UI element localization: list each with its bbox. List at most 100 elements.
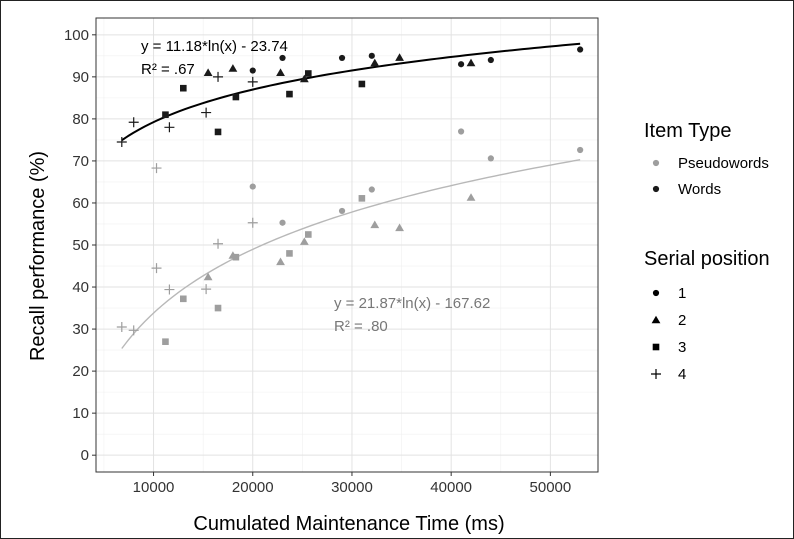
pseudowords-fit-equation: y = 21.87*ln(x) - 167.62 [334, 295, 490, 312]
words-point-pos2 [299, 74, 309, 83]
pseudowords-point-pos4 [116, 321, 127, 332]
pseudowords-point-pos4 [151, 263, 162, 274]
words-point-pos3 [286, 90, 293, 98]
pseudowords-point-pos3 [180, 295, 187, 303]
legend-key-pseudowords [652, 159, 660, 167]
words-point-pos1 [249, 67, 256, 74]
words-point-pos1 [279, 54, 286, 62]
legend: Item Type Serial position Pseudowords Wor… [644, 120, 770, 383]
fit-curves [121, 42, 581, 349]
words-point-pos4 [247, 76, 258, 87]
words-point-pos3 [305, 70, 312, 77]
pseudowords-point-pos4 [151, 163, 162, 174]
words-point-pos1 [338, 54, 346, 62]
words-point-pos4 [116, 137, 127, 148]
legend-label-position-3: 3 [678, 339, 686, 356]
legend-key-position-1 [652, 289, 660, 297]
pseudowords-point-pos1 [368, 186, 375, 193]
pseudowords-point-pos3 [232, 253, 240, 261]
pseudowords-point-pos2 [299, 237, 309, 245]
words-fit-equation: y = 11.18*ln(x) - 23.74 [141, 38, 288, 55]
pseudowords-fit-curve [121, 159, 581, 349]
pseudowords-point-pos3 [286, 250, 293, 257]
y-tick-label: 60 [72, 195, 89, 212]
words-point-pos1 [368, 52, 375, 59]
x-tick-label: 50000 [530, 479, 572, 496]
pseudowords-point-pos2 [370, 220, 380, 229]
legend-serial-position-title: Serial position [644, 248, 770, 270]
pseudowords-point-pos4 [201, 284, 212, 295]
words-point-pos1 [577, 46, 584, 53]
words-point-pos4 [164, 122, 175, 133]
pseudowords-point-pos2 [276, 257, 285, 266]
pseudowords-point-pos1 [338, 207, 346, 215]
y-tick-label: 0 [81, 447, 89, 464]
words-point-pos4 [201, 107, 212, 118]
legend-key-position-2 [651, 315, 661, 324]
pseudowords-point-pos2 [466, 193, 476, 201]
y-tick-label: 80 [72, 111, 89, 128]
x-tick-label: 40000 [430, 479, 472, 496]
legend-label-words: Words [678, 181, 721, 198]
pseudowords-fit-r2: R² = .80 [334, 318, 388, 335]
words-point-pos3 [162, 111, 169, 118]
legend-label-pseudowords: Pseudowords [678, 155, 769, 172]
words-fit-curve [121, 42, 581, 142]
x-tick-label: 20000 [232, 479, 274, 496]
plot-panel [95, 17, 599, 473]
legend-label-position-4: 4 [678, 366, 686, 383]
y-tick-label: 50 [72, 237, 89, 254]
words-point-pos4 [128, 117, 139, 128]
words-point-pos2 [228, 64, 238, 72]
words-point-pos3 [232, 93, 240, 101]
y-tick-label: 70 [72, 153, 89, 170]
words-point-pos3 [180, 84, 187, 92]
pseudowords-point-pos3 [162, 338, 169, 345]
pseudowords-point-pos3 [214, 304, 222, 312]
words-point-pos2 [203, 68, 213, 76]
pseudowords-point-pos4 [164, 284, 175, 295]
words-point-pos3 [214, 128, 222, 136]
y-tick-label: 40 [72, 279, 89, 296]
legend-label-position-1: 1 [678, 285, 686, 302]
y-tick-label: 30 [72, 321, 89, 338]
data-points [116, 46, 584, 345]
words-point-pos2 [276, 68, 285, 76]
legend-key-words [652, 185, 660, 193]
pseudowords-point-pos4 [213, 238, 224, 249]
pseudowords-point-pos1 [249, 183, 256, 190]
y-tick-label: 90 [72, 69, 89, 86]
pseudowords-point-pos1 [279, 219, 286, 226]
words-point-pos2 [370, 58, 380, 67]
pseudowords-point-pos3 [305, 231, 312, 238]
words-point-pos4 [213, 71, 224, 82]
words-point-pos2 [395, 53, 404, 61]
pseudowords-point-pos1 [487, 155, 494, 162]
words-point-pos1 [487, 56, 494, 64]
pseudowords-point-pos1 [577, 146, 584, 154]
pseudowords-point-pos2 [203, 272, 213, 281]
legend-key-position-4 [651, 369, 661, 379]
x-tick-label: 30000 [331, 479, 373, 496]
fit-annotations: y = 11.18*ln(x) - 23.74 R² = .67 y = 21.… [141, 38, 490, 335]
y-tick-label: 20 [72, 363, 89, 380]
words-fit-r2: R² = .67 [141, 61, 195, 78]
pseudowords-point-pos3 [358, 195, 366, 202]
words-point-pos3 [358, 80, 366, 88]
words-point-pos2 [466, 58, 476, 67]
y-tick-label: 100 [64, 27, 89, 44]
pseudowords-point-pos2 [395, 223, 404, 232]
legend-label-position-2: 2 [678, 312, 686, 329]
legend-item-type-title: Item Type [644, 120, 731, 142]
x-axis-title: Cumulated Maintenance Time (ms) [193, 513, 504, 535]
pseudowords-point-pos1 [457, 128, 465, 135]
pseudowords-point-pos4 [128, 325, 139, 336]
pseudowords-point-pos4 [247, 217, 258, 228]
y-axis-title: Recall performance (%) [27, 151, 49, 361]
y-tick-label: 10 [72, 405, 89, 422]
words-point-pos1 [457, 61, 465, 68]
x-tick-label: 10000 [133, 479, 175, 496]
legend-key-position-3 [652, 343, 660, 351]
